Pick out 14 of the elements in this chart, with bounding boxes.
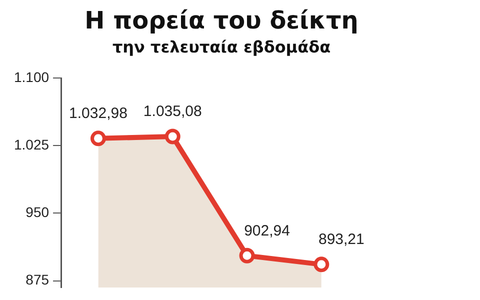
y-tick-label: 875: [26, 272, 50, 288]
point: [314, 256, 330, 272]
data-label: 1.032,98: [69, 105, 128, 122]
chart-title: Η πορεία του δείκτη: [84, 6, 358, 35]
data-label: 902,94: [244, 222, 290, 240]
point: [239, 248, 255, 264]
y-tick-label: 1.100: [14, 68, 50, 85]
y-tick-label: 950: [26, 204, 50, 220]
point: [164, 128, 180, 144]
point: [90, 130, 106, 146]
data-label: 1.035,08: [143, 103, 202, 120]
y-tick-label: 1.025: [14, 136, 50, 152]
chart-subtitle: την τελευταία εβδομάδα: [112, 38, 331, 57]
data-label: 893,21: [318, 231, 364, 248]
